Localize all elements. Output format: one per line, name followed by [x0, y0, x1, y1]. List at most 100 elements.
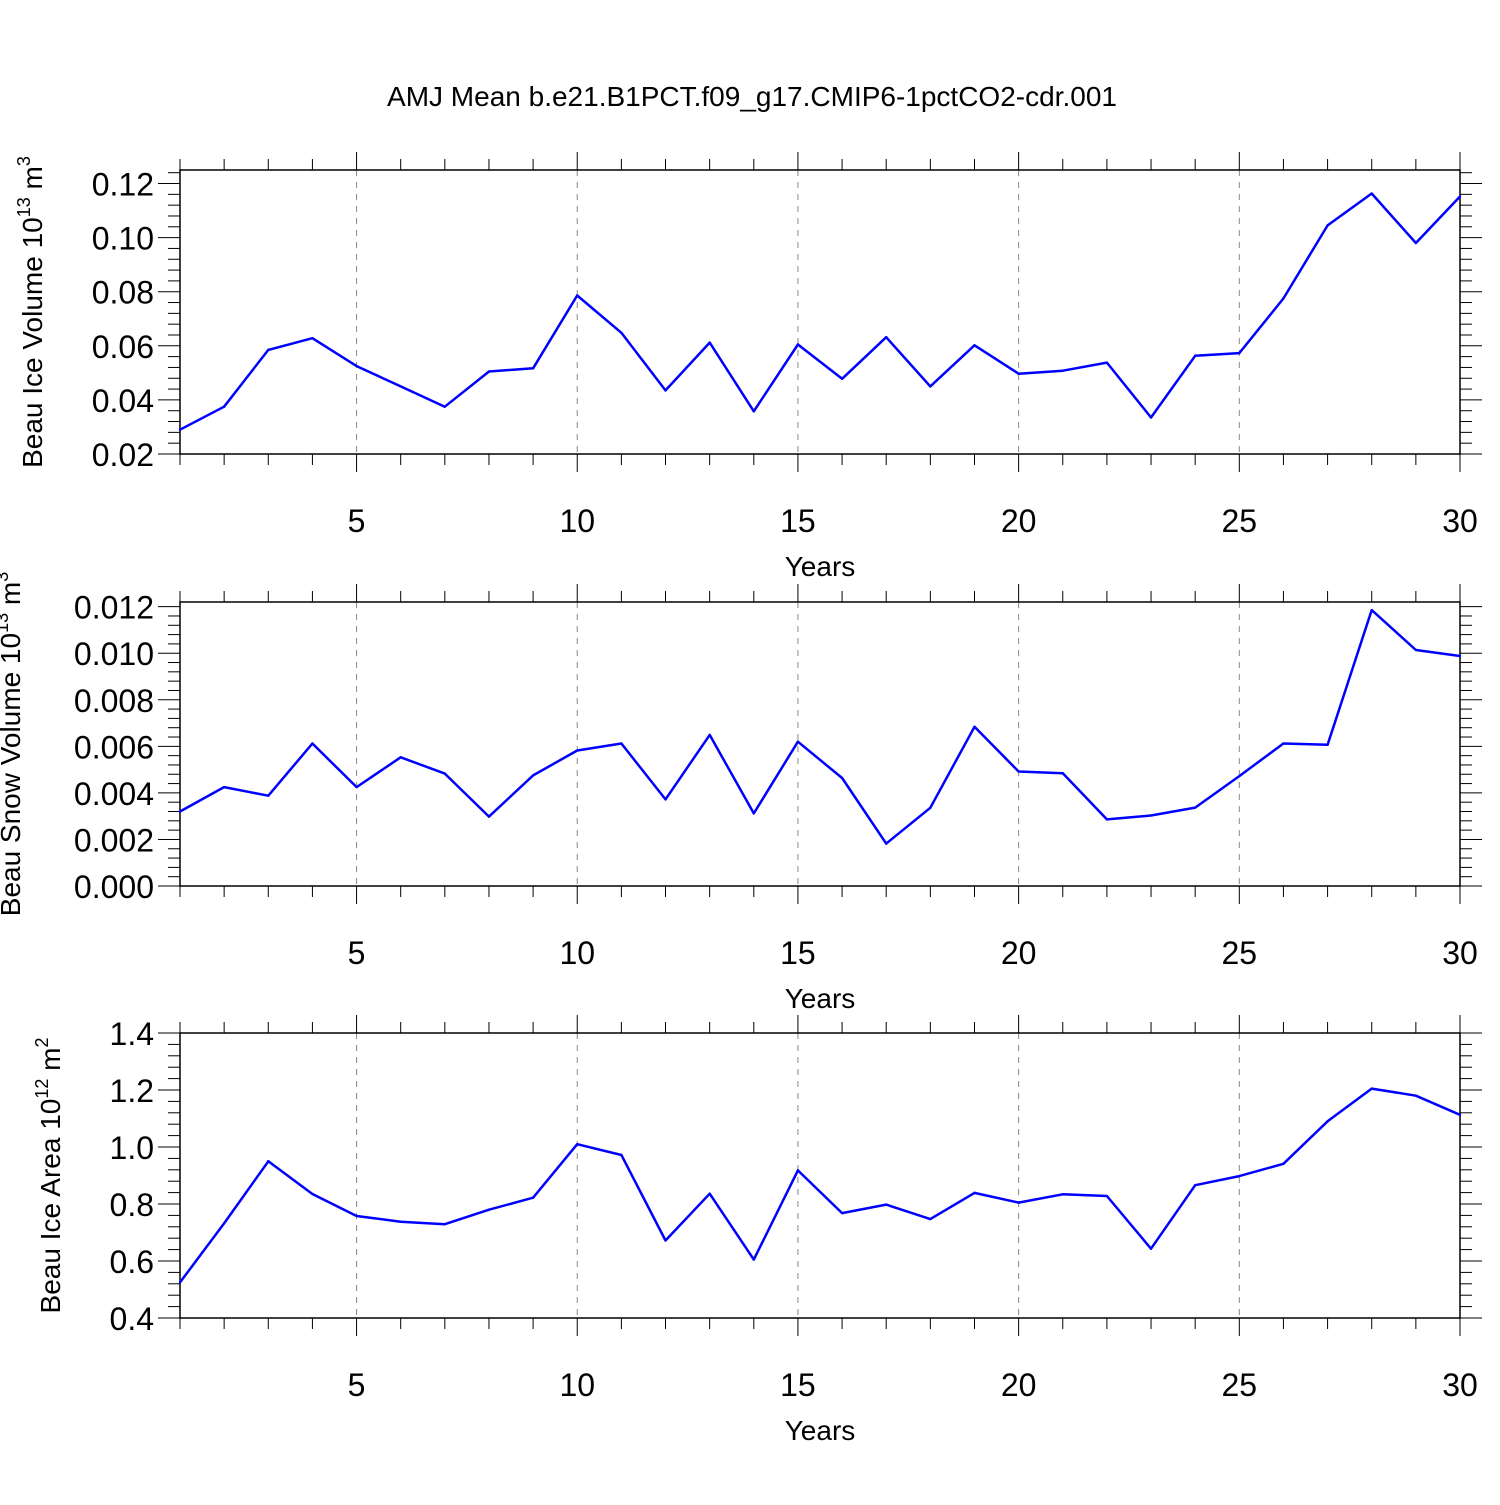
- data-point: [355, 364, 358, 368]
- data-point: [178, 1281, 182, 1284]
- x-tick-label: 30: [1442, 503, 1478, 539]
- x-axis-label: Years: [785, 983, 856, 1014]
- plot-frame: [179, 1032, 1461, 1319]
- x-axis-label: Years: [785, 1415, 856, 1446]
- data-point: [1238, 774, 1241, 778]
- x-tick-label: 5: [348, 503, 366, 539]
- data-point: [929, 1217, 932, 1221]
- data-point: [840, 1211, 844, 1215]
- data-point: [178, 428, 182, 431]
- x-tick-label: 30: [1442, 935, 1478, 971]
- data-point: [487, 815, 491, 818]
- data-point: [443, 405, 447, 408]
- data-point: [531, 367, 535, 370]
- data-point: [708, 1192, 711, 1195]
- x-tick-label: 20: [1001, 935, 1037, 971]
- data-point: [664, 389, 667, 392]
- data-point: [796, 740, 800, 743]
- data-point: [1326, 743, 1329, 746]
- data-point: [664, 1239, 667, 1242]
- data-point: [1193, 806, 1197, 809]
- data-point: [399, 756, 402, 759]
- data-point: [531, 1196, 535, 1199]
- y-tick-label: 0.006: [74, 729, 154, 765]
- x-tick-label: 10: [559, 503, 595, 539]
- y-tick-label: 1.0: [110, 1130, 154, 1166]
- data-point: [355, 785, 358, 789]
- data-point: [885, 1203, 888, 1206]
- data-point: [1282, 742, 1285, 745]
- data-point: [443, 772, 447, 775]
- data-point: [1017, 1201, 1020, 1204]
- data-point: [1193, 354, 1197, 358]
- y-tick-label: 0.012: [74, 590, 154, 626]
- data-point: [1326, 1120, 1329, 1123]
- chart-title: AMJ Mean b.e21.B1PCT.f09_g17.CMIP6-1pctC…: [387, 81, 1117, 112]
- y-tick-label: 1.2: [110, 1073, 154, 1109]
- data-point: [664, 798, 667, 801]
- data-point: [708, 341, 711, 344]
- x-tick-label: 20: [1001, 1367, 1037, 1403]
- data-point: [222, 1222, 226, 1225]
- series-line: [179, 608, 1461, 845]
- x-tick-label: 30: [1442, 1367, 1478, 1403]
- y-axis-label: Beau Ice Volume 1013 m3: [14, 156, 48, 468]
- data-point: [576, 749, 579, 752]
- y-tick-label: 0.06: [92, 329, 154, 365]
- x-tick-label: 15: [780, 1367, 816, 1403]
- data-point: [1370, 1087, 1373, 1090]
- panel-3: 5 10 15 20 25 30 0.4 0.6 0.8 1.0 1.2 1.4 Years Beau I…: [32, 1015, 1482, 1446]
- data-point: [840, 776, 844, 780]
- data-point: [1149, 416, 1153, 419]
- data-point: [1282, 297, 1285, 300]
- data-point: [576, 1142, 579, 1146]
- data-point: [311, 1192, 314, 1196]
- plot-frame: [179, 601, 1461, 887]
- y-tick-label: 0.4: [110, 1301, 154, 1337]
- y-tick-label: 0.002: [74, 822, 154, 858]
- data-point: [973, 725, 976, 728]
- data-point: [222, 405, 226, 408]
- data-point: [929, 385, 932, 388]
- data-point: [752, 410, 755, 413]
- y-axis-label: Beau Snow Volume 1013 m3: [0, 572, 26, 916]
- data-point: [1414, 648, 1418, 652]
- data-point: [267, 348, 270, 352]
- data-point: [1017, 372, 1020, 375]
- y-tick-label: 0.08: [92, 275, 154, 311]
- data-point: [222, 785, 226, 789]
- data-point: [1238, 1174, 1241, 1178]
- x-tick-label: 10: [559, 1367, 595, 1403]
- data-point: [1149, 814, 1153, 817]
- data-point: [885, 335, 888, 339]
- data-point: [576, 294, 579, 297]
- data-point: [1458, 195, 1462, 198]
- y-axis-label: Beau Ice Area 1012 m2: [32, 1038, 66, 1314]
- x-axis-label: Years: [785, 551, 856, 582]
- data-point: [178, 810, 182, 813]
- data-point: [399, 385, 402, 388]
- y-tick-label: 0.000: [74, 869, 154, 905]
- data-point: [1017, 770, 1020, 773]
- x-tick-label: 25: [1222, 503, 1258, 539]
- x-tick-label: 5: [348, 935, 366, 971]
- data-point: [355, 1214, 358, 1218]
- y-tick-label: 0.12: [92, 167, 154, 203]
- data-point: [1282, 1162, 1285, 1166]
- data-point: [620, 1153, 623, 1157]
- y-tick-label: 1.4: [110, 1016, 154, 1052]
- data-point: [973, 344, 976, 347]
- data-point: [840, 377, 844, 381]
- data-point: [620, 331, 623, 335]
- data-point: [1061, 1193, 1064, 1196]
- data-point: [399, 1220, 402, 1223]
- data-point: [1193, 1183, 1197, 1187]
- x-tick-label: 20: [1001, 503, 1037, 539]
- data-point: [311, 337, 314, 340]
- x-tick-label: 15: [780, 503, 816, 539]
- y-tick-label: 0.008: [74, 683, 154, 719]
- x-tick-label: 10: [559, 935, 595, 971]
- data-point: [487, 1208, 491, 1211]
